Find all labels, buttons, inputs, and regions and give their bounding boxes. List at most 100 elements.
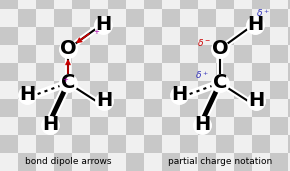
Text: O: O [212, 40, 228, 58]
Bar [126, 153, 144, 171]
Bar [0, 0, 18, 9]
Bar [36, 117, 54, 135]
Bar [216, 135, 234, 153]
Bar [72, 153, 90, 171]
Bar [90, 99, 108, 117]
Bar [198, 81, 216, 99]
Bar [126, 9, 144, 27]
Bar [180, 27, 198, 45]
Bar [108, 63, 126, 81]
Bar [180, 0, 198, 9]
Bar [270, 81, 288, 99]
Bar [18, 153, 36, 171]
Bar [180, 45, 198, 63]
Bar [288, 27, 290, 45]
Text: H: H [19, 86, 35, 104]
Bar [144, 45, 162, 63]
Bar [18, 135, 36, 153]
Bar [216, 81, 234, 99]
Bar [288, 117, 290, 135]
Bar [108, 27, 126, 45]
Bar [198, 9, 216, 27]
Bar [36, 45, 54, 63]
Bar [36, 0, 54, 9]
Bar [126, 0, 144, 9]
Bar [0, 27, 18, 45]
Text: C: C [61, 74, 75, 93]
Bar [108, 153, 126, 171]
Text: H: H [171, 86, 187, 104]
Bar [108, 99, 126, 117]
Bar [252, 135, 270, 153]
Bar [216, 0, 234, 9]
Bar [72, 63, 90, 81]
Bar [54, 99, 72, 117]
Bar [36, 135, 54, 153]
Bar [108, 9, 126, 27]
Bar [252, 0, 270, 9]
Bar [54, 135, 72, 153]
Text: H: H [96, 91, 112, 110]
Bar [162, 27, 180, 45]
Bar [54, 117, 72, 135]
Bar [162, 63, 180, 81]
Text: +: + [93, 29, 99, 35]
Bar [144, 153, 162, 171]
Bar [180, 135, 198, 153]
Bar [288, 63, 290, 81]
Bar [162, 9, 180, 27]
Bar [288, 9, 290, 27]
Bar [288, 0, 290, 9]
Bar [288, 81, 290, 99]
Bar [108, 0, 126, 9]
Bar [36, 27, 54, 45]
Bar [54, 153, 72, 171]
Bar [234, 27, 252, 45]
Bar [126, 135, 144, 153]
Bar [180, 117, 198, 135]
Bar [144, 63, 162, 81]
Bar [54, 45, 72, 63]
Bar [72, 45, 90, 63]
Bar [216, 99, 234, 117]
Text: H: H [194, 115, 210, 135]
Bar [90, 45, 108, 63]
Bar [198, 0, 216, 9]
Bar [216, 45, 234, 63]
Text: H: H [95, 16, 111, 35]
Bar [234, 63, 252, 81]
Bar [144, 117, 162, 135]
Bar [234, 99, 252, 117]
Bar [0, 99, 18, 117]
Bar [72, 0, 90, 9]
Bar [144, 135, 162, 153]
Bar [54, 63, 72, 81]
Bar [0, 81, 18, 99]
Bar [108, 81, 126, 99]
Bar [198, 153, 216, 171]
Bar [180, 99, 198, 117]
Bar [90, 27, 108, 45]
Bar [252, 117, 270, 135]
Text: $\delta^+$: $\delta^+$ [195, 69, 209, 81]
Bar [126, 99, 144, 117]
Bar [270, 9, 288, 27]
Bar [72, 99, 90, 117]
Bar [18, 0, 36, 9]
Bar [198, 99, 216, 117]
Bar [0, 117, 18, 135]
Bar [90, 153, 108, 171]
Bar [216, 117, 234, 135]
Bar [252, 27, 270, 45]
Bar [162, 81, 180, 99]
Bar [36, 153, 54, 171]
Text: $\delta^+$: $\delta^+$ [256, 7, 270, 19]
Text: H: H [247, 16, 263, 35]
Bar [18, 9, 36, 27]
Bar [198, 135, 216, 153]
Bar [108, 135, 126, 153]
Bar [162, 153, 180, 171]
Text: bond dipole arrows: bond dipole arrows [25, 156, 111, 166]
Bar [270, 27, 288, 45]
Bar [18, 117, 36, 135]
